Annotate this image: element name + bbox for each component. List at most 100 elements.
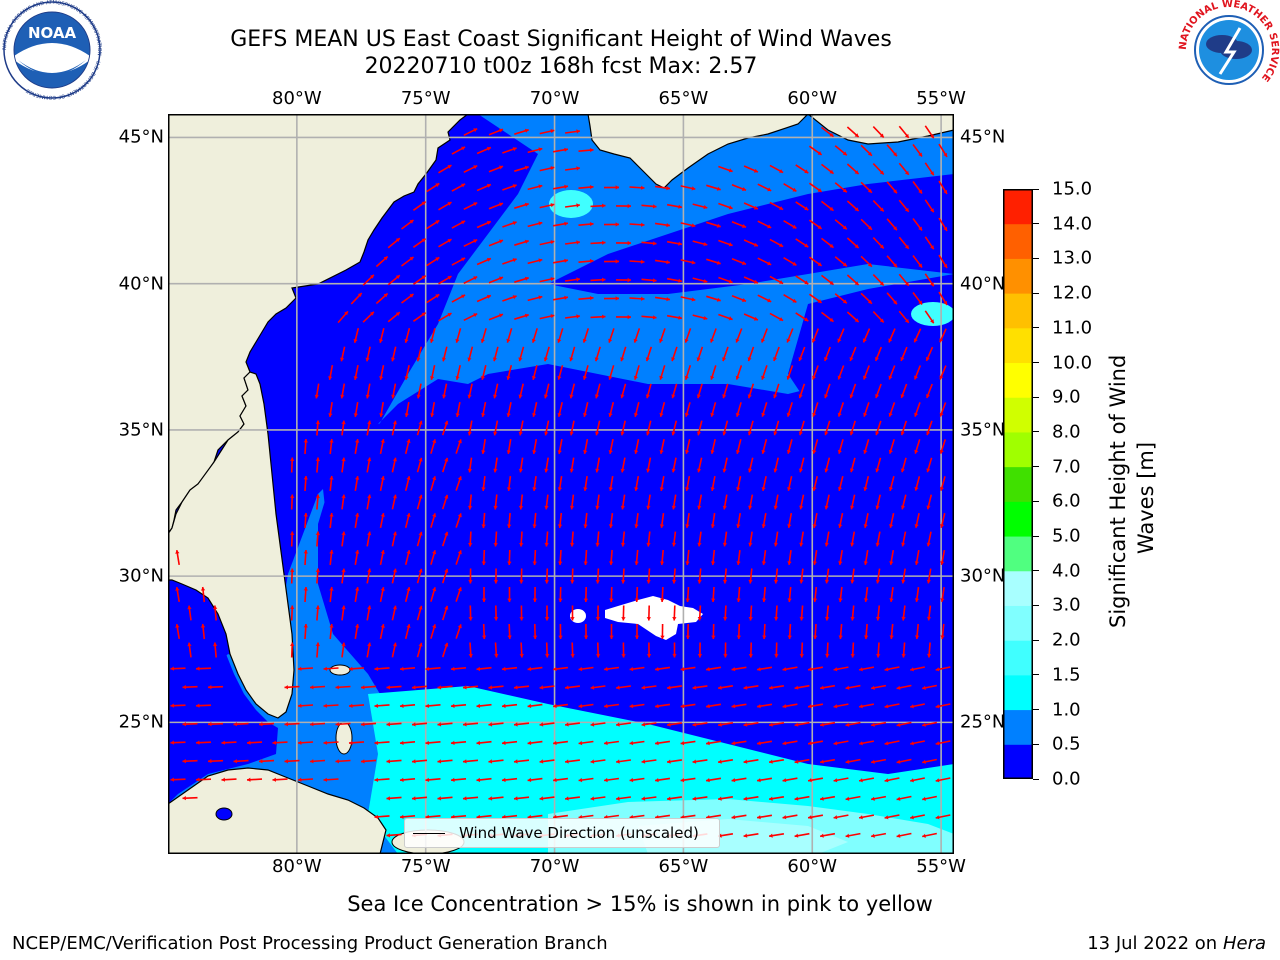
wind-wave-arrowhead <box>875 431 880 436</box>
wind-wave-arrowhead <box>461 257 466 262</box>
wind-wave-arrowhead <box>395 238 400 242</box>
wind-wave-arrowhead <box>374 740 379 745</box>
wind-wave-arrowhead <box>444 494 449 499</box>
colorbar-bin <box>1003 327 1033 364</box>
wind-wave-arrowhead <box>799 579 804 584</box>
wind-wave-arrowhead <box>875 468 880 473</box>
wind-wave-arrowhead <box>769 685 773 690</box>
wind-wave-arrowhead <box>842 151 847 156</box>
wind-wave-arrowhead <box>930 282 934 287</box>
wind-wave-arrowhead <box>196 740 200 745</box>
wind-wave-arrowhead <box>290 642 295 646</box>
wind-wave-arrowhead <box>557 375 562 380</box>
wind-wave-arrowhead <box>925 356 930 361</box>
wind-wave-arrowhead <box>875 505 880 510</box>
wind-wave-arrowhead <box>736 598 741 602</box>
colorbar-tick-label: 13.0 <box>1052 247 1093 269</box>
land-bahamas-grand <box>329 664 351 676</box>
wind-wave-arrowhead <box>170 703 174 708</box>
wind-wave-arrowhead <box>578 703 583 709</box>
lon-tick-label: 75°W <box>400 88 451 109</box>
wind-wave-arrowhead <box>616 796 620 801</box>
wind-wave-arrowhead <box>476 666 481 672</box>
colorbar-bin <box>1003 293 1033 329</box>
wind-wave-arrowhead <box>641 759 646 764</box>
wind-wave-arrowhead <box>335 685 339 690</box>
wind-wave-arrowhead <box>747 357 752 362</box>
wind-wave-arrowhead <box>627 240 631 246</box>
wind-wave-arrowhead <box>893 300 897 305</box>
map-legend: Wind Wave Direction (unscaled) <box>404 818 720 848</box>
wind-wave-arrowhead <box>569 357 574 362</box>
wind-wave-arrowhead <box>773 579 779 584</box>
wind-wave-arrowhead <box>747 431 752 436</box>
wind-wave-arrowhead <box>576 166 580 171</box>
wind-wave-arrowhead <box>615 185 619 190</box>
wind-wave-arrowhead <box>473 239 478 244</box>
wind-wave-arrowhead <box>406 476 411 480</box>
colorbar-tick-mark <box>1033 604 1039 606</box>
wind-wave-arrowhead <box>290 568 295 572</box>
wind-wave-arrowhead <box>409 257 414 261</box>
lat-tick-label: 25°N <box>960 711 1006 733</box>
wind-wave-arrowhead <box>710 450 715 454</box>
wind-wave-arrowhead <box>432 439 437 444</box>
wind-wave-arrowhead <box>570 654 575 658</box>
wind-wave-arrowhead <box>200 624 206 628</box>
wind-wave-arrowhead <box>447 276 452 280</box>
wind-wave-arrowhead <box>736 524 741 528</box>
wind-wave-arrowhead <box>652 241 657 246</box>
wind-wave-arrowhead <box>400 703 404 708</box>
wind-wave-arrowhead <box>748 654 753 658</box>
wind-wave-arrowhead <box>544 542 549 547</box>
wind-wave-arrowhead <box>736 635 741 639</box>
wind-wave-arrowhead <box>918 263 922 268</box>
wind-wave-arrowhead <box>633 413 639 417</box>
wind-wave-arrowhead <box>557 450 562 454</box>
wind-wave-arrowhead <box>400 666 404 671</box>
wind-wave-arrowhead <box>779 317 784 321</box>
wind-wave-arrowhead <box>213 642 218 647</box>
wind-wave-arrowhead <box>633 338 638 343</box>
wind-wave-arrowhead <box>863 375 867 380</box>
wind-wave-arrowhead <box>697 468 702 473</box>
colorbar-tick-label: 2.0 <box>1052 629 1081 651</box>
wind-wave-arrowhead <box>671 468 676 473</box>
wind-wave-arrowhead <box>467 394 472 399</box>
wind-wave-arrowhead <box>412 685 416 690</box>
wind-wave-arrowhead <box>315 457 320 462</box>
wind-wave-arrowhead <box>875 357 879 361</box>
wind-wave-arrowhead <box>298 666 302 671</box>
wind-wave-arrowhead <box>570 617 575 621</box>
wind-wave-arrowhead <box>457 587 462 592</box>
wind-wave-arrowhead <box>404 339 409 343</box>
wind-wave-arrowhead <box>451 777 455 782</box>
wind-wave-arrowhead <box>406 550 411 554</box>
colorbar-tick-label: 11.0 <box>1052 317 1093 339</box>
wind-wave-arrowhead <box>786 412 791 417</box>
wind-wave-arrowhead <box>824 357 828 361</box>
wind-wave-arrowhead <box>608 338 613 343</box>
wind-wave-arrowhead <box>837 375 842 380</box>
wind-wave-arrowhead <box>473 165 478 170</box>
wind-wave-arrowhead <box>824 468 829 473</box>
wind-wave-arrowhead <box>463 796 467 801</box>
wind-wave-arrowhead <box>779 169 784 173</box>
wind-wave-arrowhead <box>349 666 353 671</box>
lat-tick-label: 35°N <box>960 419 1006 441</box>
wind-wave-arrowhead <box>888 449 893 454</box>
wind-wave-arrowhead <box>353 413 358 417</box>
wind-wave-arrowhead <box>641 259 645 264</box>
wind-wave-arrowhead <box>863 412 868 417</box>
wind-wave-arrowhead <box>867 262 872 267</box>
wind-wave-arrowhead <box>519 543 524 547</box>
wind-wave-arrowhead <box>838 598 843 602</box>
wind-wave-arrowhead <box>629 777 634 783</box>
lat-tick-label: 45°N <box>118 126 164 148</box>
wind-wave-arrowhead <box>703 242 708 247</box>
wind-wave-arrowhead <box>863 598 869 602</box>
wind-wave-arrowhead <box>303 513 308 517</box>
wind-wave-arrowhead <box>641 222 645 227</box>
wind-wave-arrowhead <box>854 244 859 248</box>
wind-wave-arrowhead <box>914 412 919 417</box>
